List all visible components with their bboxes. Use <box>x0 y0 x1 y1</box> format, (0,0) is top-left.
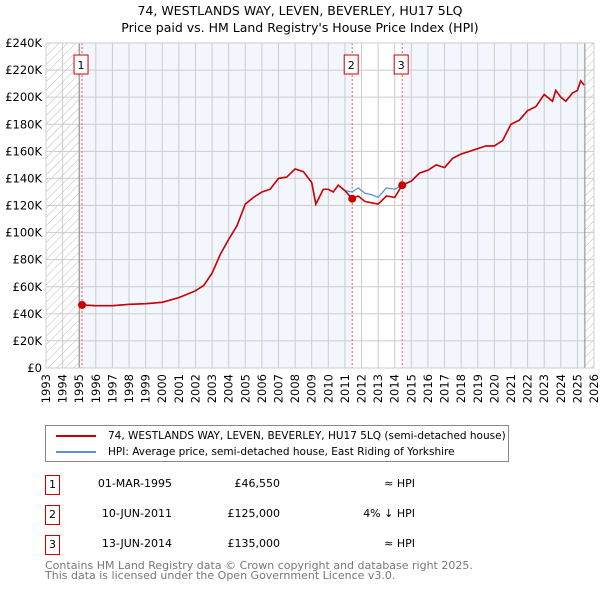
x-tick-label: 2017 <box>438 374 452 403</box>
x-tick-label: 2022 <box>521 374 535 403</box>
footer-line: Contains HM Land Registry data © Crown c… <box>45 559 473 572</box>
subtitle: Price paid vs. HM Land Registry's House … <box>121 20 479 35</box>
plot-border <box>45 42 595 369</box>
x-tick-label: 2006 <box>255 374 269 403</box>
x-tick-label: 2010 <box>321 374 335 403</box>
x-tick-label: 1999 <box>139 374 153 403</box>
x-tick-label: 2020 <box>487 374 501 403</box>
x-tick-label: 2001 <box>172 374 186 403</box>
y-tick-label: £240K <box>5 36 42 50</box>
chart-title: 74, WESTLANDS WAY, LEVEN, BEVERLEY, HU17… <box>0 2 600 36</box>
x-tick-label: 2007 <box>271 374 285 403</box>
legend-swatch <box>56 435 96 437</box>
x-tick-label: 2019 <box>471 374 485 403</box>
x-tick-label: 2018 <box>454 374 468 403</box>
transaction-price: £135,000 <box>227 537 281 550</box>
y-tick-label: £0 <box>27 361 42 375</box>
x-tick-label: 2025 <box>570 374 584 403</box>
sale-point <box>78 300 87 309</box>
x-tick-label: 2002 <box>188 374 202 403</box>
sale-label: 1 <box>78 59 85 72</box>
legend: 74, WESTLANDS WAY, LEVEN, BEVERLEY, HU17… <box>45 425 509 462</box>
footer: Contains HM Land Registry data © Crown c… <box>45 559 473 582</box>
y-tick-label: £200K <box>5 90 42 104</box>
y-tick-label: £80K <box>13 253 43 267</box>
x-tick-label: 1998 <box>122 374 136 403</box>
sale-label: 3 <box>398 59 405 72</box>
transaction-number: 3 <box>45 535 60 555</box>
transaction-date: 13-JUN-2014 <box>101 537 172 550</box>
x-tick-label: 2003 <box>205 374 219 403</box>
x-tick-label: 2011 <box>338 374 352 403</box>
legend-label: 74, WESTLANDS WAY, LEVEN, BEVERLEY, HU17… <box>108 430 506 442</box>
x-tick-label: 1997 <box>105 374 119 403</box>
x-tick-label: 2005 <box>238 374 252 403</box>
transaction-relation: ≈ HPI <box>384 477 415 490</box>
y-tick-label: £40K <box>13 307 43 321</box>
x-tick-label: 2004 <box>222 374 236 403</box>
y-tick-label: £160K <box>5 144 42 158</box>
transaction-relation: 4% ↓ HPI <box>363 507 415 520</box>
y-tick-label: £180K <box>5 117 42 131</box>
x-tick-label: 2016 <box>421 374 435 403</box>
y-tick-label: £220K <box>5 63 42 77</box>
legend-item-property: 74, WESTLANDS WAY, LEVEN, BEVERLEY, HU17… <box>56 430 506 442</box>
y-tick-label: £20K <box>13 334 43 348</box>
chart: £0 £20K £40K £60K £80K £100K £120K £140K £160K £1… <box>5 36 600 403</box>
x-tick-label: 2013 <box>371 374 385 403</box>
title: 74, WESTLANDS WAY, LEVEN, BEVERLEY, HU17… <box>137 3 463 18</box>
x-tick-label: 2023 <box>537 374 551 403</box>
x-tick-label: 1995 <box>72 374 86 403</box>
x-tick-label: 2024 <box>554 374 568 403</box>
legend-swatch <box>56 451 96 453</box>
x-tick-label: 2015 <box>404 374 418 403</box>
x-tick-label: 1996 <box>89 374 103 403</box>
price-paid-line <box>81 79 585 307</box>
transaction-price: £46,550 <box>234 477 281 490</box>
transaction-number: 1 <box>45 475 60 495</box>
sale-label-box <box>343 54 359 75</box>
sale-point <box>398 181 407 190</box>
x-tick-label: 2009 <box>305 374 319 403</box>
x-tick-label: 1993 <box>39 374 53 403</box>
y-tick-label: £100K <box>5 226 42 240</box>
legend-label: HPI: Average price, semi-detached house,… <box>108 446 455 458</box>
y-tick-label: £120K <box>5 199 42 213</box>
legend-item-hpi: HPI: Average price, semi-detached house,… <box>56 446 455 458</box>
transaction-date: 01-MAR-1995 <box>97 477 172 490</box>
sale-label: 2 <box>348 59 355 72</box>
footer-line: This data is licensed under the Open Gov… <box>45 569 396 582</box>
y-tick-label: £60K <box>13 280 43 294</box>
sale-label-box <box>393 54 409 75</box>
transaction-relation: ≈ HPI <box>384 537 415 550</box>
sale-point <box>348 194 357 203</box>
transaction-number: 2 <box>45 505 60 525</box>
y-tick-label: £140K <box>5 171 42 185</box>
x-tick-label: 2014 <box>388 374 402 403</box>
x-tick-label: 2000 <box>155 374 169 403</box>
x-tick-label: 2012 <box>355 374 369 403</box>
sale-label-box <box>73 54 89 75</box>
x-tick-label: 1994 <box>56 374 70 403</box>
x-tick-label: 2026 <box>587 374 600 403</box>
transaction-date: 10-JUN-2011 <box>101 507 172 520</box>
x-tick-label: 2021 <box>504 374 518 403</box>
transaction-price: £125,000 <box>227 507 281 520</box>
x-tick-label: 2008 <box>288 374 302 403</box>
